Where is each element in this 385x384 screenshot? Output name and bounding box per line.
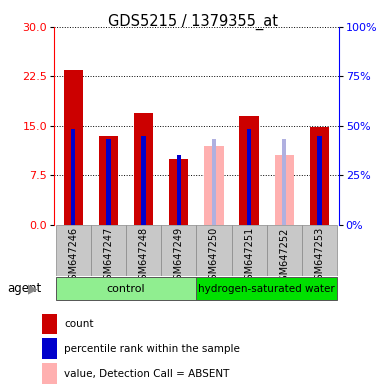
Bar [212, 139, 216, 225]
Bar [196, 277, 337, 300]
Bar [56, 277, 196, 300]
Bar [126, 225, 161, 276]
Bar [302, 225, 337, 276]
Text: GSM647253: GSM647253 [315, 227, 325, 286]
Bar [204, 146, 224, 225]
Text: control: control [107, 284, 145, 294]
Bar [282, 139, 286, 225]
Bar [275, 156, 294, 225]
Text: GSM647247: GSM647247 [104, 227, 114, 286]
Bar [56, 225, 91, 276]
Bar [99, 136, 118, 225]
Bar [91, 225, 126, 276]
Text: GSM647250: GSM647250 [209, 227, 219, 286]
Text: hydrogen-saturated water: hydrogen-saturated water [198, 284, 335, 294]
Bar [64, 70, 83, 225]
Bar [42, 314, 57, 334]
Text: GSM647251: GSM647251 [244, 227, 254, 286]
Text: GDS5215 / 1379355_at: GDS5215 / 1379355_at [107, 13, 278, 30]
Bar [239, 116, 259, 225]
Bar [169, 159, 188, 225]
Bar [247, 129, 251, 225]
Text: percentile rank within the sample: percentile rank within the sample [64, 344, 240, 354]
Bar [141, 136, 146, 225]
Bar [161, 225, 196, 276]
Bar [317, 136, 321, 225]
Bar [42, 338, 57, 359]
Bar [196, 225, 231, 276]
Bar [177, 156, 181, 225]
Bar [231, 225, 267, 276]
Text: agent: agent [8, 283, 42, 295]
Bar [42, 363, 57, 384]
Bar [106, 139, 110, 225]
Bar [310, 127, 329, 225]
Bar [267, 225, 302, 276]
Text: GSM647249: GSM647249 [174, 227, 184, 286]
Text: ▶: ▶ [28, 283, 38, 295]
Text: value, Detection Call = ABSENT: value, Detection Call = ABSENT [64, 369, 229, 379]
Text: GSM647252: GSM647252 [279, 227, 289, 286]
Bar [134, 113, 153, 225]
Text: GSM647246: GSM647246 [68, 227, 78, 286]
Text: GSM647248: GSM647248 [139, 227, 149, 286]
Text: count: count [64, 319, 94, 329]
Bar [71, 129, 75, 225]
